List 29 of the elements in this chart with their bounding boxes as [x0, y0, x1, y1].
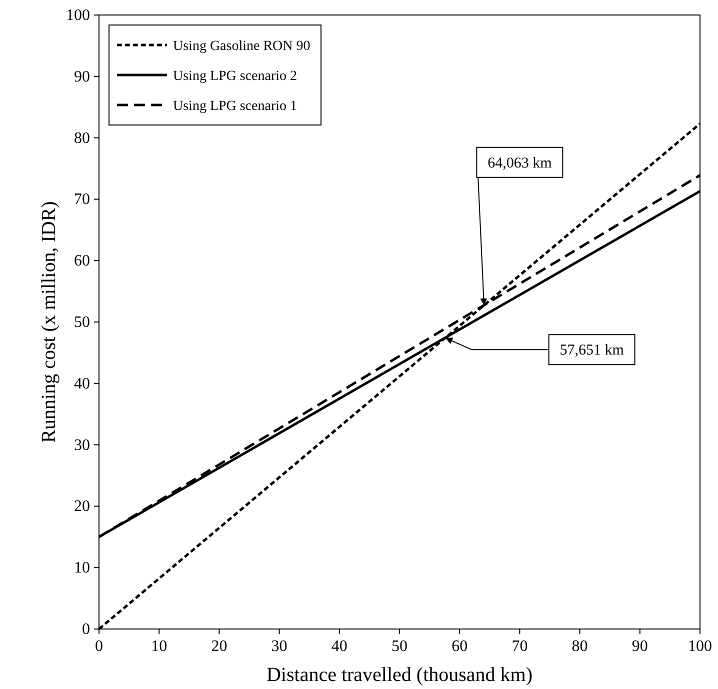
x-tick-label: 40	[331, 638, 348, 655]
y-tick-label: 90	[74, 68, 90, 86]
y-tick-label: 100	[66, 7, 90, 24]
x-tick-label: 0	[95, 638, 103, 655]
x-tick-label: 20	[211, 638, 228, 655]
y-tick-label: 40	[74, 375, 90, 392]
legend-label: Using Gasoline RON 90	[173, 39, 310, 54]
x-tick-label: 60	[452, 638, 468, 655]
x-axis-title: Distance travelled (thousand km)	[266, 664, 533, 686]
y-tick-label: 70	[74, 191, 90, 208]
x-tick-label: 50	[392, 638, 408, 655]
x-tick-label: 70	[512, 638, 528, 655]
y-tick-label: 10	[74, 560, 90, 577]
x-tick-label: 10	[151, 638, 168, 655]
y-tick-label: 50	[74, 314, 90, 331]
x-tick-label: 30	[271, 638, 288, 655]
x-tick-label: 90	[632, 638, 648, 655]
y-axis-title: Running cost (x million, IDR)	[38, 201, 60, 443]
annotation: 64,063 km	[488, 155, 552, 172]
x-tick-label: 80	[572, 638, 588, 655]
annotation: 57,651 km	[560, 342, 624, 359]
y-tick-label: 30	[74, 436, 90, 454]
y-tick-label: 0	[82, 621, 90, 638]
y-tick-label: 60	[74, 252, 90, 270]
x-tick-label: 100	[688, 638, 712, 655]
y-tick-label: 20	[74, 498, 90, 516]
y-tick-label: 80	[74, 130, 90, 147]
legend-label: Using LPG scenario 2	[173, 69, 298, 84]
legend-label: Using LPG scenario 1	[173, 99, 298, 114]
